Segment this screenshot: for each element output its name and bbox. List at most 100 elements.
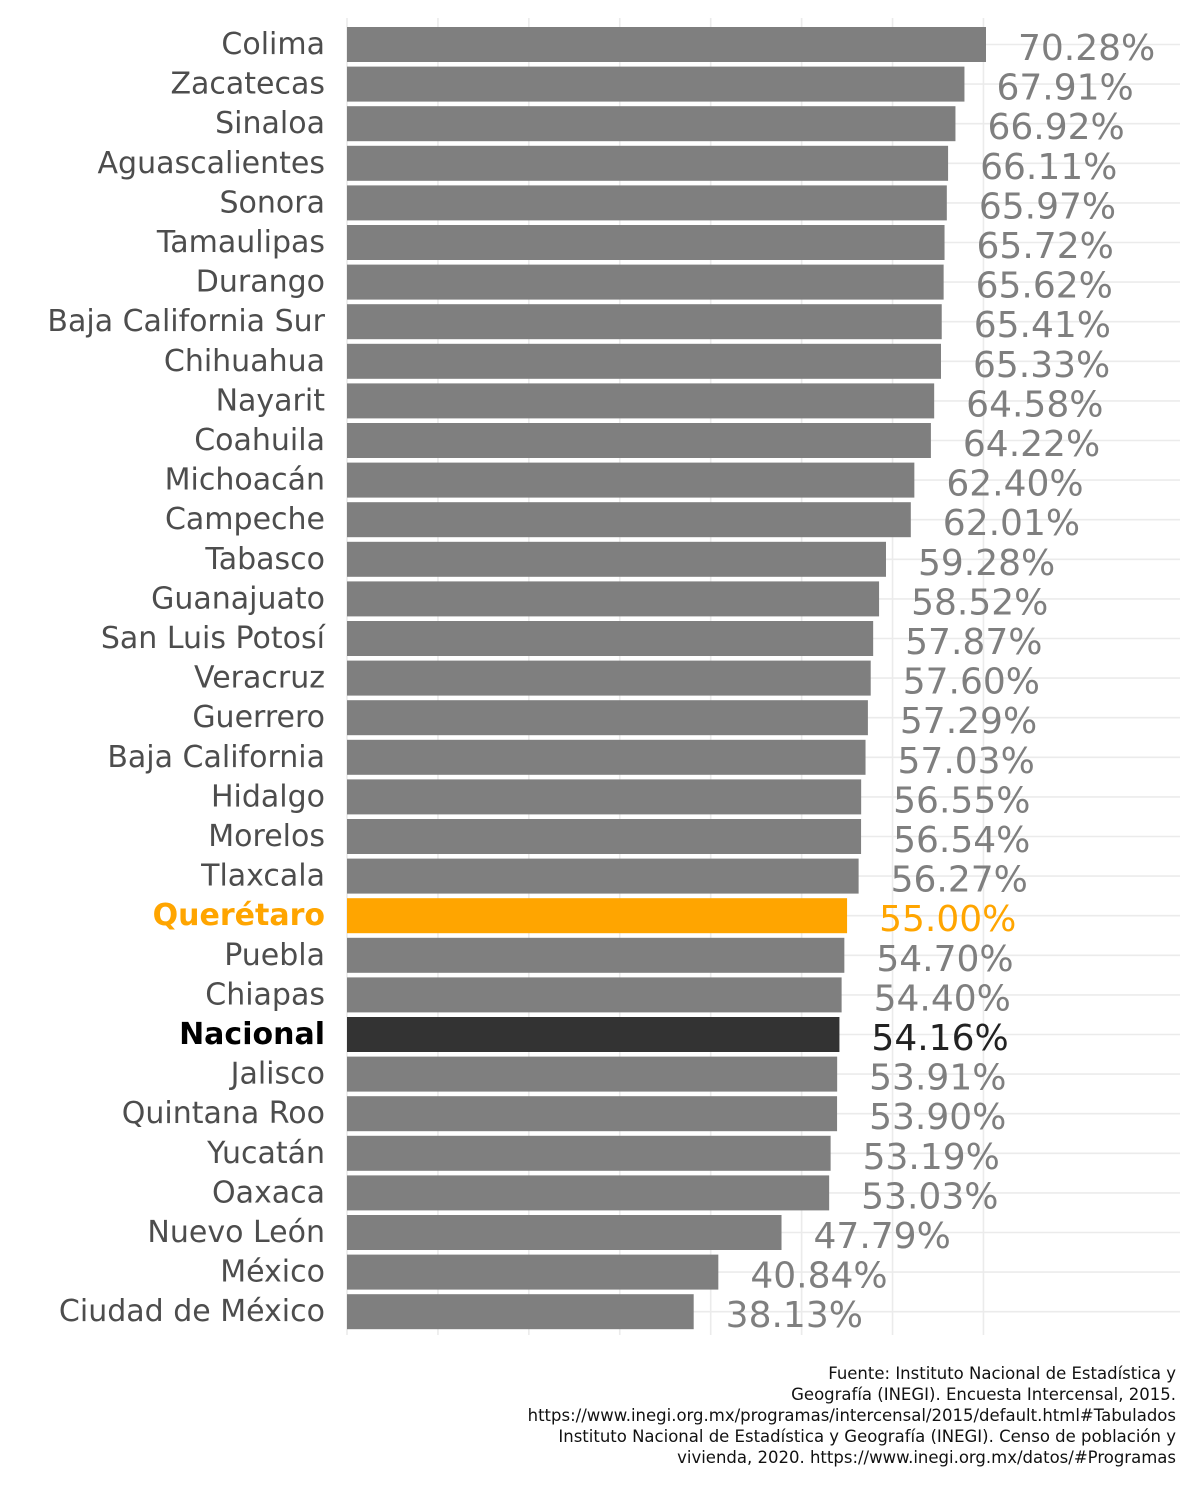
caption-line: https://www.inegi.org.mx/programas/inter… (527, 1406, 1176, 1425)
value-label: 56.54% (893, 820, 1030, 861)
category-label: Quintana Roo (122, 1096, 325, 1131)
value-label: 66.92% (987, 107, 1124, 148)
category-label: Tamaulipas (156, 225, 325, 260)
category-label: Campeche (165, 502, 325, 537)
value-label: 70.28% (1018, 28, 1155, 69)
value-label: 65.97% (979, 186, 1116, 227)
value-label: 65.33% (973, 345, 1110, 386)
value-label: 62.40% (946, 464, 1083, 505)
category-label: Guanajuato (151, 581, 325, 616)
bars (347, 27, 986, 1330)
category-label: San Luis Potosí (101, 621, 327, 656)
category-label: Veracruz (194, 661, 325, 696)
caption-line: Fuente: Instituto Nacional de Estadístic… (828, 1364, 1176, 1383)
category-label: Jalisco (229, 1057, 325, 1092)
bar (347, 343, 941, 379)
bar (347, 264, 944, 300)
bar (347, 66, 965, 102)
value-label: 56.27% (891, 860, 1028, 901)
value-label: 47.79% (814, 1216, 951, 1257)
value-label: 57.03% (898, 741, 1035, 782)
category-label: Sinaloa (215, 106, 325, 141)
bar-chart: Colima Zacatecas Sinaloa Aguascalientes Sono… (47, 18, 1180, 1336)
bar (347, 1017, 840, 1052)
bar (347, 185, 947, 221)
value-label: 67.91% (996, 68, 1133, 109)
bar (347, 1096, 838, 1132)
bar (347, 225, 945, 260)
category-label: Nacional (179, 1017, 325, 1052)
value-labels: 70.28%67.91%66.92%66.11%65.97%65.72%65.6… (726, 28, 1156, 1336)
category-label: Durango (196, 265, 325, 300)
value-label: 65.72% (977, 226, 1114, 267)
bar (347, 541, 886, 577)
value-label: 57.60% (903, 662, 1040, 703)
category-label: Yucatán (206, 1136, 325, 1171)
caption-line: vivienda, 2020. https://www.inegi.org.mx… (677, 1448, 1176, 1467)
category-label: Hidalgo (211, 779, 325, 814)
value-label: 40.84% (750, 1256, 887, 1297)
category-label: Guerrero (192, 700, 325, 735)
category-label: México (220, 1255, 325, 1290)
value-label: 57.29% (900, 701, 1037, 742)
source-caption: Fuente: Instituto Nacional de Estadístic… (26, 1363, 1176, 1468)
value-label: 53.90% (869, 1097, 1006, 1138)
category-label: Nayarit (216, 383, 326, 418)
category-label: Sonora (220, 185, 325, 220)
bar (347, 779, 862, 815)
bar (347, 977, 842, 1013)
value-label: 55.00% (879, 899, 1016, 940)
value-label: 53.03% (861, 1176, 998, 1217)
bar (347, 1175, 830, 1211)
category-label: Querétaro (153, 898, 325, 933)
bar (347, 502, 911, 538)
value-label: 57.87% (905, 622, 1042, 663)
value-label: 64.58% (966, 384, 1103, 425)
bar (347, 898, 848, 934)
value-label: 62.01% (943, 503, 1080, 544)
category-label: Oaxaca (212, 1175, 325, 1210)
bar (347, 383, 935, 419)
category-label: Tabasco (204, 542, 325, 577)
category-label: Baja California Sur (47, 304, 325, 339)
bar (347, 462, 915, 498)
bar (347, 304, 942, 340)
bar (347, 1254, 719, 1290)
caption-line: Instituto Nacional de Estadística y Geog… (558, 1427, 1176, 1446)
bar (347, 1056, 838, 1092)
value-label: 53.19% (863, 1137, 1000, 1178)
category-labels: Colima Zacatecas Sinaloa Aguascalientes Sono… (47, 27, 326, 1329)
value-label: 59.28% (918, 543, 1055, 584)
value-label: 54.70% (876, 939, 1013, 980)
category-label: Chihuahua (164, 344, 325, 379)
bar (347, 621, 874, 656)
bar (347, 1294, 694, 1330)
bar (347, 660, 871, 696)
value-label: 65.41% (974, 305, 1111, 346)
category-label: Aguascalientes (98, 146, 325, 181)
category-label: Chiapas (205, 977, 325, 1012)
bar (347, 27, 986, 62)
bar (347, 1135, 831, 1171)
category-label: Baja California (107, 740, 325, 775)
bar (347, 739, 866, 775)
value-label: 66.11% (980, 147, 1117, 188)
bar (347, 1215, 782, 1250)
category-label: Coahuila (194, 423, 325, 458)
caption-line: Geografía (INEGI). Encuesta Intercensal,… (791, 1385, 1176, 1404)
value-label: 53.91% (869, 1058, 1006, 1099)
value-label: 54.16% (871, 1018, 1008, 1059)
category-label: Nuevo León (147, 1215, 325, 1250)
bar (347, 819, 862, 854)
bar (347, 106, 956, 142)
value-label: 64.22% (963, 424, 1100, 465)
value-label: 65.62% (976, 266, 1113, 307)
bar (347, 581, 880, 617)
value-label: 56.55% (893, 780, 1030, 821)
bar (347, 145, 949, 181)
category-label: Colima (221, 27, 325, 62)
value-label: 58.52% (911, 582, 1048, 623)
bar (347, 700, 868, 736)
category-label: Morelos (208, 819, 325, 854)
value-label: 38.13% (726, 1295, 863, 1336)
